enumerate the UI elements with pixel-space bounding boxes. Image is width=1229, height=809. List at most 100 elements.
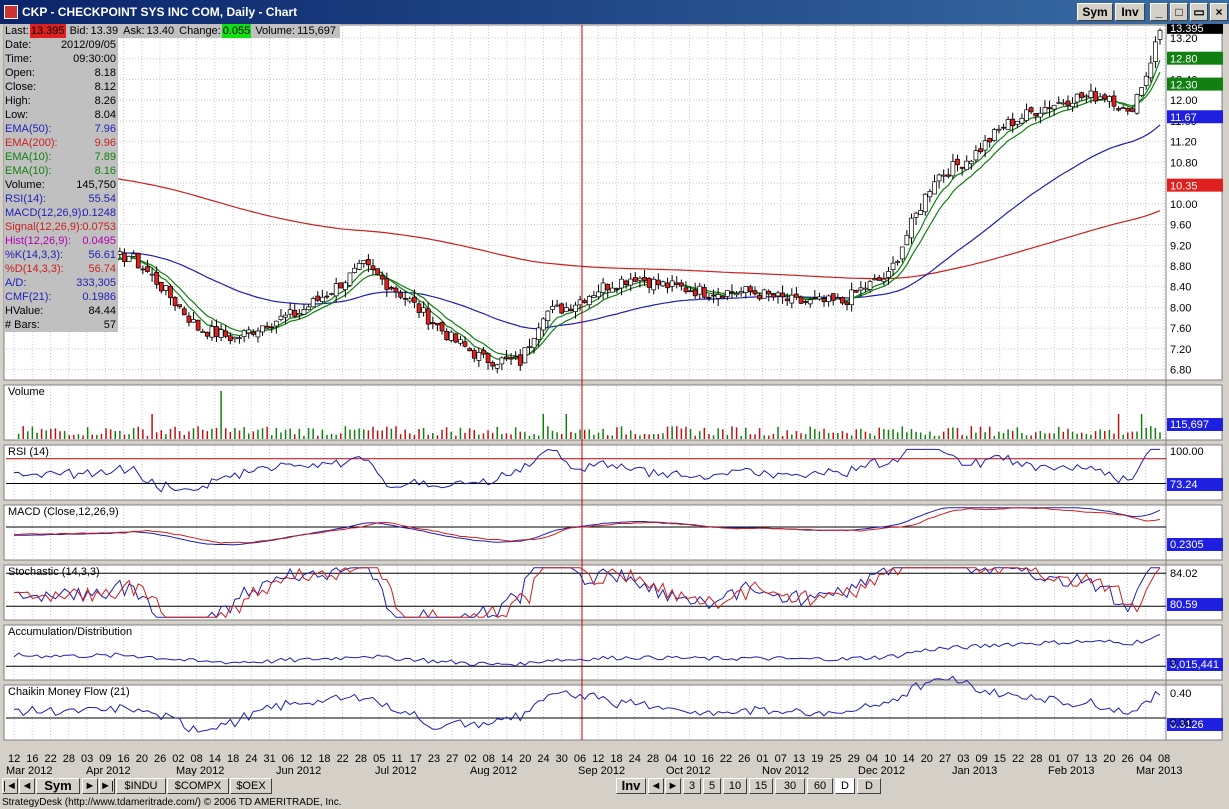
price-axis-label: 13.20: [1170, 33, 1198, 45]
inv-button[interactable]: Inv: [1115, 3, 1145, 21]
first-icon[interactable]: |◄: [2, 778, 18, 794]
candle: [720, 295, 726, 299]
candle: [204, 331, 210, 337]
candle: [872, 278, 878, 281]
price-axis-label: 7.20: [1170, 344, 1191, 356]
data-key: Date:: [5, 39, 32, 51]
candle: [329, 293, 334, 295]
data-value: 8.04: [94, 109, 116, 121]
panel-tag-label: 73.24: [1170, 479, 1198, 491]
candle: [1001, 126, 1006, 129]
tab-compx[interactable]: $COMPX: [167, 778, 229, 794]
period-15[interactable]: 15: [749, 778, 773, 794]
candle: [1051, 104, 1057, 110]
status-text: StrategyDesk (http://www.tdameritrade.co…: [2, 797, 342, 808]
period-d-active[interactable]: D: [835, 778, 855, 794]
candle: [1139, 87, 1144, 96]
minimize-icon[interactable]: _: [1150, 3, 1168, 21]
candle: [844, 301, 850, 306]
candle: [835, 297, 841, 300]
tab-indu[interactable]: $INDU: [116, 778, 166, 794]
candle: [596, 291, 601, 298]
candle: [840, 297, 845, 304]
scroll-right-icon[interactable]: ►: [82, 778, 98, 794]
data-row: Low: 8.04: [4, 108, 118, 122]
candle: [913, 212, 919, 218]
period-d[interactable]: D: [857, 778, 881, 794]
month-label: Oct 2012: [666, 765, 711, 776]
period-30[interactable]: 30: [775, 778, 805, 794]
candle: [379, 275, 385, 280]
panel-tag-label: 115,697: [1170, 419, 1209, 431]
status-bar: StrategyDesk (http://www.tdameritrade.co…: [0, 796, 1229, 809]
last-icon[interactable]: ►|: [99, 778, 115, 794]
period-5[interactable]: 5: [703, 778, 721, 794]
candle: [287, 309, 293, 315]
change-label: Change:: [179, 25, 221, 37]
data-value: 0.1248: [82, 207, 116, 219]
signal-line: [13, 507, 1161, 544]
period-60[interactable]: 60: [807, 778, 833, 794]
candle: [803, 301, 808, 303]
cmf-axis-label: 0.00: [1170, 717, 1191, 729]
panel-rsi: [3, 444, 1223, 501]
candle: [1065, 100, 1071, 106]
candle: [333, 283, 339, 297]
chart-area[interactable]: 13.2012.8012.4012.0011.6011.2010.8010.40…: [0, 24, 1229, 776]
month-label: May 2012: [176, 765, 224, 776]
candle: [1014, 121, 1020, 125]
candle: [757, 294, 762, 300]
price-tag: [1167, 110, 1223, 124]
restore-icon[interactable]: ▭: [1190, 3, 1208, 21]
date-tick-label: 08: [483, 753, 495, 765]
candle: [1060, 102, 1066, 105]
data-key: Signal(12,26,9):: [5, 221, 83, 233]
candle: [149, 273, 155, 276]
candle: [1157, 29, 1163, 40]
period-prev-icon[interactable]: ◄: [648, 778, 664, 794]
period-3[interactable]: 3: [683, 778, 701, 794]
date-tick-label: 26: [1121, 753, 1133, 765]
candle: [310, 298, 316, 308]
candle: [131, 253, 137, 257]
candle: [531, 337, 537, 349]
maximize-icon[interactable]: □: [1170, 3, 1188, 21]
rsi-line: [13, 448, 1160, 493]
candle: [356, 263, 362, 270]
tab-oex[interactable]: $OEX: [230, 778, 272, 794]
candle: [858, 287, 864, 291]
candle: [218, 329, 224, 338]
candle: [1102, 94, 1108, 100]
candle: [586, 296, 592, 306]
month-label: Feb 2013: [1048, 765, 1094, 776]
sym-tab[interactable]: Sym: [36, 778, 80, 794]
data-window: Date: 2012/09/05 Time: 09:30:00 Open: 8.18 Clo…: [4, 38, 118, 332]
period-10[interactable]: 10: [723, 778, 747, 794]
data-value: 0.0753: [82, 221, 116, 233]
candle: [453, 333, 459, 343]
price-tag: [1167, 77, 1223, 91]
period-next-icon[interactable]: ►: [665, 778, 681, 794]
sym-button[interactable]: Sym: [1077, 3, 1113, 21]
date-tick-label: 28: [1030, 753, 1042, 765]
inv-tab[interactable]: Inv: [616, 778, 646, 794]
month-label: Jul 2012: [375, 765, 417, 776]
candle: [991, 129, 997, 141]
panel-tag-label: 0.2305: [1170, 539, 1204, 551]
data-row: RSI(14): 55.54: [4, 192, 118, 206]
volume-value: 115,697: [297, 25, 337, 37]
data-row: Time: 09:30:00: [4, 52, 118, 66]
date-tick-label: 18: [227, 753, 239, 765]
date-tick-label: 24: [629, 753, 641, 765]
data-key: Open:: [5, 67, 35, 79]
date-tick-label: 20: [921, 753, 933, 765]
data-row: CMF(21): 0.1986: [4, 290, 118, 304]
prev-icon[interactable]: ◄: [19, 778, 35, 794]
data-row: HValue: 84.44: [4, 304, 118, 318]
close-icon[interactable]: ×: [1210, 3, 1228, 21]
candle: [881, 278, 887, 283]
candle: [122, 252, 127, 262]
candle: [283, 314, 288, 318]
panel-title: MACD (Close,12,26,9): [8, 506, 119, 518]
data-key: %D(14,3,3):: [5, 263, 64, 275]
